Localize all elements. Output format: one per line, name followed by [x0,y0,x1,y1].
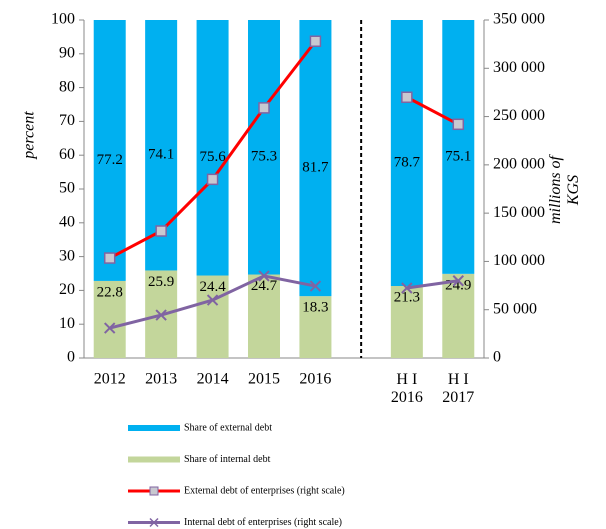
value-label: 75.1 [445,148,471,164]
y2-tick-label: 200 000 [493,156,545,173]
value-label: 74.1 [148,147,174,163]
x-tick-label: 2016 [299,371,331,388]
bar [442,273,475,358]
y-tick-label: 100 [51,11,75,28]
bar [248,274,280,358]
bar [299,296,332,358]
marker [309,280,322,292]
y2-tick-label: 250 000 [493,107,545,124]
y2-tick-label: 100 000 [493,252,545,269]
y2-axis-label: millions ofKGS [547,153,582,224]
y2-tick-label: 0 [493,349,501,366]
value-label: 77.2 [97,152,123,168]
y-tick-label: 50 [59,180,75,197]
legend-marker [149,517,159,528]
value-label: 18.3 [302,300,328,316]
marker [104,322,116,334]
bar [196,20,229,276]
bar [93,280,126,358]
legend-label: Share of internal debt [184,454,271,465]
bar [93,20,126,281]
x-tick-label: 2014 [197,371,229,388]
y-tick-label: 10 [59,315,75,332]
legend-swatch [128,456,180,463]
value-label: 75.6 [199,149,226,165]
marker [206,294,219,306]
marker [258,102,270,114]
y2-tick-label: 150 000 [493,204,545,221]
legend-label: Share of external debt [184,422,272,433]
legend-label: External debt of enterprises (right scal… [184,485,345,496]
y-tick-label: 90 [59,44,75,61]
y-axis-label: percent [21,111,38,160]
y-tick-label: 60 [59,146,75,163]
marker [401,91,413,104]
y2-tick-label: 300 000 [493,59,545,76]
marker [309,35,322,47]
x-tick-label: 2015 [248,371,280,388]
marker [155,225,167,237]
marker [103,252,116,264]
marker [452,275,464,287]
marker [155,309,167,321]
y-tick-label: 80 [59,78,75,95]
marker [452,118,465,131]
bar [390,286,423,358]
legend-swatch [128,425,180,431]
bar [299,20,332,297]
y-tick-label: 0 [67,349,75,366]
bar [390,20,423,287]
value-label: 21.3 [394,289,420,305]
marker [258,270,270,282]
value-label: 78.7 [394,154,421,170]
bar [442,20,475,274]
value-label: 22.8 [97,284,123,300]
y2-tick-label: 50 000 [493,300,537,317]
legend-label: Internal debt of enterprises (right scal… [184,517,342,528]
line [406,279,459,290]
bar [196,275,229,358]
y-tick-label: 20 [59,281,75,298]
x-tick-label: 2012 [94,371,126,388]
y-tick-label: 30 [59,247,75,264]
value-label: 24.7 [251,278,278,294]
value-label: 25.9 [148,274,174,290]
value-label: 24.4 [199,279,226,295]
y-tick-label: 40 [59,213,75,230]
line [406,95,459,126]
marker [401,282,413,294]
x-tick-label: H I 2016 [391,371,423,406]
x-tick-label: 2013 [145,371,177,388]
marker [206,173,219,186]
value-label: 81.7 [302,160,329,176]
legend-marker [149,486,159,496]
bar [248,20,280,275]
y2-tick-label: 350 000 [493,11,545,28]
y-tick-label: 70 [59,112,75,129]
value-label: 75.3 [251,149,277,165]
x-tick-label: H I 2017 [442,371,474,406]
